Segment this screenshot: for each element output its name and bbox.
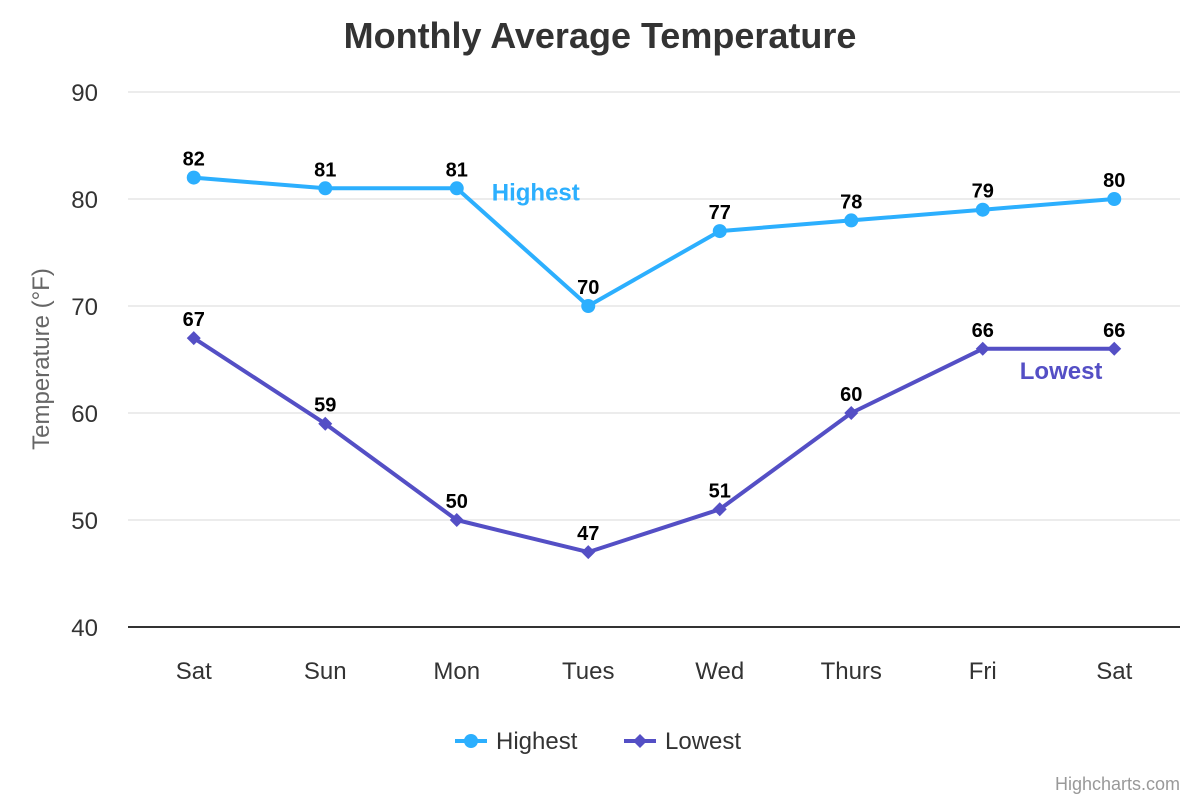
y-tick-label: 80 — [71, 187, 98, 214]
x-tick-label: Mon — [433, 658, 480, 685]
y-tick-label: 50 — [71, 508, 98, 535]
data-point-highest[interactable] — [449, 181, 464, 196]
legend-item-lowest[interactable]: Lowest — [624, 728, 741, 755]
data-labels: 82 81 81 70 77 78 79 80 67 59 50 47 51 60 66 66 — [183, 149, 1126, 545]
x-tick-label: Fri — [969, 658, 997, 685]
y-tick-label: 40 — [71, 615, 98, 642]
data-point-highest[interactable] — [975, 202, 990, 217]
x-tick-label: Wed — [695, 658, 744, 685]
series-markers — [186, 170, 1122, 560]
data-point-lowest[interactable] — [186, 331, 201, 346]
data-label-highest: 80 — [1103, 170, 1125, 192]
data-point-lowest[interactable] — [975, 341, 990, 356]
legend: Highest Lowest — [455, 728, 741, 755]
data-label-highest: 81 — [314, 159, 336, 181]
data-label-highest: 70 — [577, 277, 599, 299]
data-label-highest: 77 — [709, 202, 731, 224]
data-point-highest[interactable] — [581, 299, 596, 313]
y-tick-label: 70 — [71, 294, 98, 321]
legend-item-highest[interactable]: Highest — [455, 728, 578, 755]
x-tick-label: Thurs — [821, 658, 882, 685]
series-annotation-lowest: Lowest — [1020, 358, 1103, 385]
y-axis-ticks: 40 50 60 70 80 90 — [71, 80, 98, 642]
data-label-lowest: 51 — [709, 480, 731, 502]
x-tick-label: Sat — [1096, 658, 1132, 685]
data-point-lowest[interactable] — [844, 406, 859, 420]
data-label-highest: 81 — [446, 159, 468, 181]
series-annotation-highest: Highest — [492, 179, 580, 206]
data-label-lowest: 59 — [314, 395, 336, 417]
legend-label-highest: Highest — [496, 728, 578, 755]
y-tick-label: 60 — [71, 401, 98, 428]
series-line-highest[interactable] — [191, 175, 1117, 308]
data-label-highest: 78 — [840, 191, 862, 213]
y-tick-label: 90 — [71, 80, 98, 107]
chart-title: Monthly Average Temperature — [344, 15, 857, 56]
data-label-highest: 82 — [183, 149, 205, 171]
data-point-highest[interactable] — [318, 181, 333, 196]
data-label-lowest: 47 — [577, 523, 599, 545]
series-annotations: Highest Lowest — [492, 179, 1103, 384]
data-label-lowest: 50 — [446, 491, 468, 513]
data-label-lowest: 60 — [840, 384, 862, 406]
data-point-highest[interactable] — [844, 213, 859, 228]
data-label-lowest: 66 — [972, 320, 994, 342]
data-point-lowest[interactable] — [1107, 341, 1122, 356]
data-point-lowest[interactable] — [581, 545, 596, 560]
legend-symbol-highest — [464, 734, 478, 748]
data-point-lowest[interactable] — [712, 502, 727, 517]
data-label-highest: 79 — [972, 181, 994, 203]
data-label-lowest: 66 — [1103, 320, 1125, 342]
data-point-lowest[interactable] — [318, 416, 333, 431]
series-lines — [191, 175, 1117, 555]
data-label-lowest: 67 — [183, 309, 205, 331]
legend-symbol-lowest — [633, 734, 647, 748]
x-axis-ticks: Sat Sun Mon Tues Wed Thurs Fri Sat — [176, 658, 1133, 685]
x-tick-label: Sat — [176, 658, 212, 685]
x-tick-label: Tues — [562, 658, 614, 685]
y-axis-title: Temperature (°F) — [28, 268, 55, 450]
data-point-lowest[interactable] — [449, 513, 464, 527]
gridlines — [128, 91, 1180, 628]
data-point-highest[interactable] — [712, 224, 727, 239]
series-line-lowest[interactable] — [191, 336, 1117, 555]
x-tick-label: Sun — [304, 658, 347, 685]
data-point-highest[interactable] — [1107, 192, 1122, 206]
legend-label-lowest: Lowest — [665, 728, 741, 755]
credits-link[interactable]: Highcharts.com — [1055, 774, 1180, 794]
data-point-highest[interactable] — [186, 170, 201, 185]
